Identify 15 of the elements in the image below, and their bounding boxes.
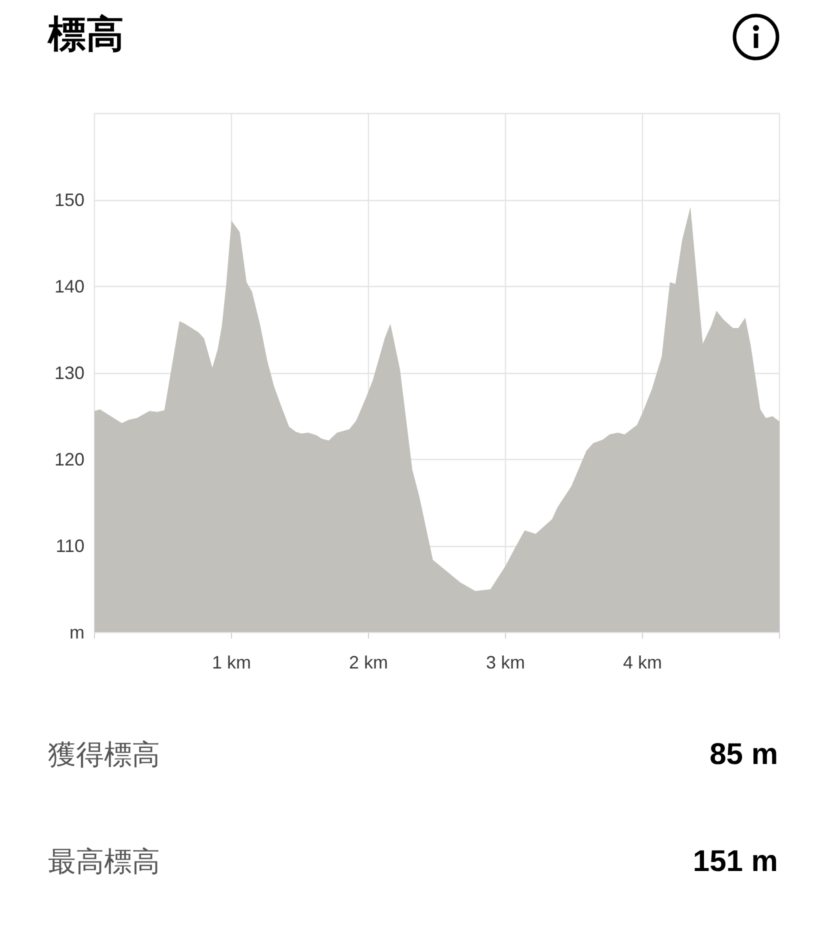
chart-title: 標高 — [48, 13, 124, 58]
text: 最高標高 — [48, 845, 160, 879]
text: 151 m — [692, 844, 778, 880]
text: 獲得標高 — [48, 738, 160, 772]
y-tick-label: 120 — [54, 450, 85, 470]
y-tick-label: 150 — [54, 190, 85, 210]
y-tick-label: m — [70, 622, 85, 642]
x-tick-label: 1 km — [212, 652, 252, 672]
x-tick-label: 2 km — [348, 652, 388, 672]
y-tick-label: 130 — [54, 363, 85, 383]
x-tick-label: 3 km — [486, 652, 526, 672]
y-tick-label: 110 — [56, 536, 85, 556]
x-tick-label: 4 km — [622, 652, 662, 672]
text: 85 m — [710, 737, 778, 773]
y-tick-label: 140 — [54, 276, 85, 296]
